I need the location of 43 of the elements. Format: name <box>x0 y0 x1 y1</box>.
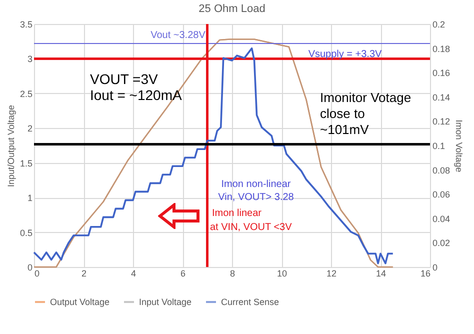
y-tick-label: 3.5 <box>20 20 32 30</box>
legend-label: Current Sense <box>221 297 280 307</box>
ref-line-label: Vout ~3.28V <box>150 30 206 41</box>
y2-tick-label: 0.1 <box>432 141 446 151</box>
y2-tick-label: 0.06 <box>432 190 450 200</box>
annotation: VOUT =3V <box>90 71 158 87</box>
annotation: Vin, VOUT> 3.28 <box>218 192 294 203</box>
annotation: Imon linear <box>212 208 262 219</box>
x-tick-label: 16 <box>420 268 430 278</box>
x-tick-label: 10 <box>276 268 288 278</box>
x-tick-label: 2 <box>81 268 87 278</box>
y2-tick-label: 0.16 <box>432 68 450 78</box>
annotation: close to <box>320 106 365 121</box>
legend-label: Input Voltage <box>139 297 192 307</box>
y2-tick-label: 0.12 <box>432 116 450 127</box>
x-tick-label: 14 <box>376 268 386 278</box>
y2-tick-label: 0.2 <box>432 20 446 30</box>
y-tick-label: 2.5 <box>20 88 32 99</box>
y2-tick-label: 0.08 <box>432 165 450 176</box>
legend-label: Output Voltage <box>50 297 110 307</box>
chart-title: 25 Ohm Load <box>198 3 266 15</box>
annotation: Iout = ~120mA <box>90 87 183 103</box>
annotation: Imon non-linear <box>221 179 292 190</box>
y2-tick-label: 0.04 <box>432 214 450 224</box>
x-tick-label: 6 <box>180 268 186 278</box>
y-tick-label: 1 <box>27 193 32 204</box>
x-tick-label: 4 <box>130 268 136 278</box>
annotation: ~101mV <box>320 122 370 137</box>
y2-tick-label: 0.02 <box>432 238 450 248</box>
y-tick-label: 1.5 <box>20 158 32 168</box>
annotation: Imonitor Votage <box>320 90 412 105</box>
y2-tick-label: 0.18 <box>432 44 450 54</box>
annotation: Vsupply = +3.3V <box>308 49 382 60</box>
x-tick-label: 12 <box>326 268 337 278</box>
annotation: at VIN, VOUT <3V <box>210 222 292 233</box>
x-tick-label: 0 <box>34 268 40 278</box>
y2-tick-label: 0.14 <box>432 92 450 102</box>
y-tick-label: 2 <box>27 124 32 134</box>
y2-axis-title: Imon Voltage <box>454 120 464 172</box>
y-tick-label: 3 <box>27 54 32 64</box>
y-axis-title: Input/Output Voltage <box>6 104 16 188</box>
x-tick-label: 8 <box>230 268 236 278</box>
y-tick-label: 0.5 <box>20 228 32 238</box>
